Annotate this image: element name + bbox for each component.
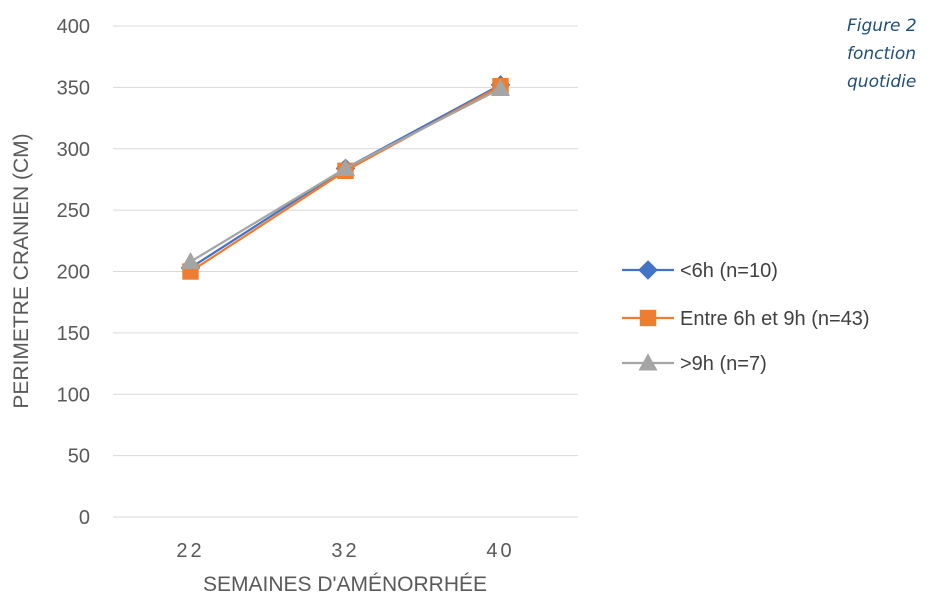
y-tick-label: 400	[57, 16, 90, 38]
series-layer	[180, 75, 511, 280]
data-point	[335, 158, 356, 176]
legend-label: Entre 6h et 9h (n=43)	[680, 308, 870, 330]
legend-label: <6h (n=10)	[680, 260, 778, 282]
caption-line-2: fonction	[847, 44, 917, 64]
legend-marker	[638, 260, 658, 280]
legend-item: >9h (n=7)	[622, 353, 767, 375]
legend-label: >9h (n=7)	[680, 353, 767, 375]
legend-marker	[639, 309, 657, 327]
x-tick-label: 32	[331, 540, 359, 562]
legend-item: Entre 6h et 9h (n=43)	[622, 308, 870, 330]
y-axis-title: PERIMETRE CRANIEN (CM)	[10, 133, 33, 408]
y-tick-label: 200	[57, 262, 90, 284]
y-tick-label: 350	[57, 77, 90, 99]
data-point	[180, 251, 201, 270]
y-tick-label: 0	[79, 507, 90, 529]
y-tick-label: 100	[57, 384, 90, 406]
caption-line-1: Figure 2	[847, 16, 917, 36]
x-tick-label: 22	[176, 540, 204, 562]
y-tick-label: 150	[57, 323, 90, 345]
x-axis-title: SEMAINES D'AMÉNORRHÉE	[203, 573, 487, 596]
x-axis-ticks: 22 32 40	[176, 540, 514, 562]
y-tick-label: 300	[57, 139, 90, 161]
y-tick-label: 50	[68, 446, 90, 468]
legend: <6h (n=10) Entre 6h et 9h (n=43) >9h (n=7)	[622, 260, 870, 375]
legend-marker	[638, 353, 658, 371]
series-3	[180, 78, 511, 270]
caption-line-3: quotidie	[847, 72, 917, 92]
data-point	[490, 78, 511, 97]
legend-item: <6h (n=10)	[622, 260, 778, 282]
figure-caption: Figure 2 fonction quotidie	[847, 12, 933, 96]
y-axis-ticks: 0 50 100 150 200 250 300 350 400	[57, 16, 90, 529]
y-tick-label: 250	[57, 200, 90, 222]
x-tick-label: 40	[486, 540, 514, 562]
